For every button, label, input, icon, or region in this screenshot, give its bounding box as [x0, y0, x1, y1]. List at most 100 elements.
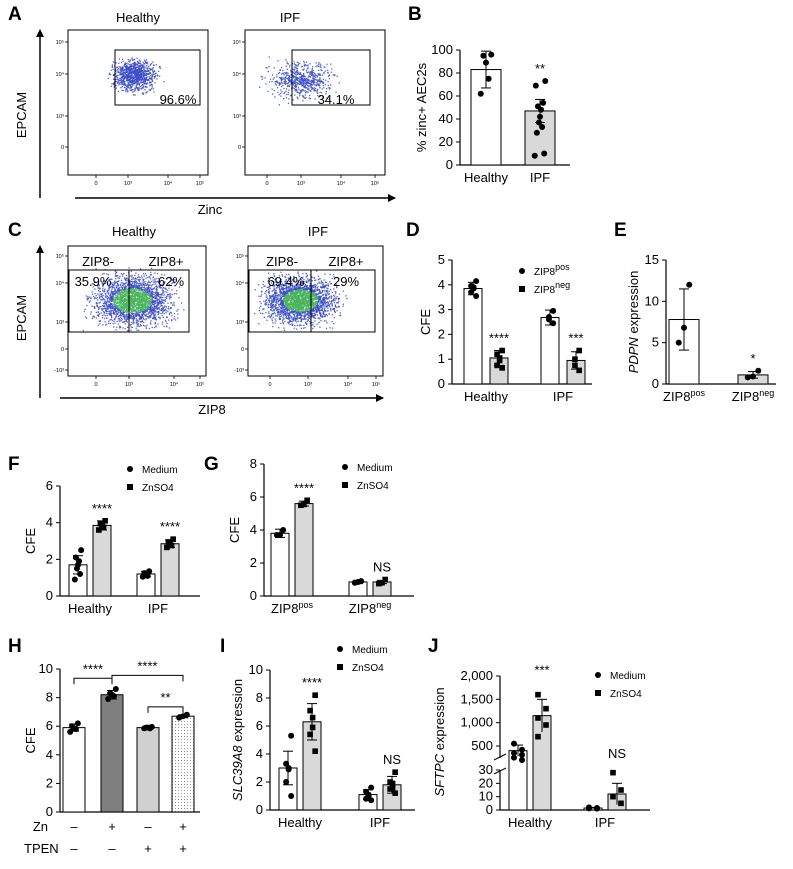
flow-event — [165, 306, 168, 308]
flow-event — [282, 84, 284, 87]
flow-event — [277, 91, 279, 94]
flow-event — [304, 287, 306, 290]
flow-event — [138, 65, 140, 67]
flow-event — [152, 307, 154, 309]
flow-event — [126, 306, 129, 308]
flow-event — [142, 291, 144, 294]
flow-event — [311, 280, 313, 282]
flow-event — [136, 69, 139, 71]
flow-event — [136, 72, 138, 74]
flow-event — [317, 80, 319, 82]
flow-event — [124, 279, 127, 281]
flow-a-ylabel: EPCAM — [14, 92, 29, 138]
flow-event — [284, 280, 287, 282]
flow-event — [99, 297, 101, 299]
flow-event — [304, 78, 306, 80]
flow-event — [123, 77, 125, 80]
flow-event — [320, 307, 323, 309]
flow-event — [90, 311, 92, 313]
flow-event — [149, 311, 151, 313]
flow-event — [129, 84, 131, 86]
flow-event — [124, 300, 126, 303]
flow-event — [143, 85, 145, 88]
flow-event — [315, 279, 317, 281]
flow-event — [103, 299, 105, 301]
flow-event — [157, 277, 159, 280]
flow-event — [132, 319, 135, 321]
flow-event — [311, 68, 313, 70]
flow-event — [132, 295, 134, 298]
flow-event — [313, 90, 315, 92]
flow-event — [105, 302, 107, 304]
flow-event — [139, 303, 142, 305]
flow-event — [283, 87, 285, 90]
flow-event — [122, 306, 124, 308]
flow-event — [111, 278, 113, 281]
flow-event — [119, 293, 121, 295]
flow-event — [126, 306, 128, 308]
flow-event — [298, 78, 301, 80]
flow-event — [130, 292, 133, 294]
flow-event — [144, 61, 147, 63]
flow-event — [147, 308, 149, 311]
flow-event — [287, 82, 289, 85]
flow-event — [173, 305, 175, 307]
flow-event — [139, 69, 141, 72]
flow-event — [306, 286, 309, 289]
flow-event — [144, 296, 146, 298]
flow-event — [134, 274, 136, 276]
flow-event — [119, 303, 121, 305]
flow-event — [112, 306, 114, 308]
flow-event — [127, 66, 129, 68]
flow-event — [82, 329, 84, 332]
flow-event — [97, 284, 99, 286]
flow-event — [273, 288, 275, 291]
flow-event — [134, 73, 136, 76]
flow-event — [300, 291, 303, 293]
flow-event — [155, 310, 157, 312]
flow-event — [315, 302, 318, 304]
flow-event — [285, 274, 288, 276]
flow-event — [129, 85, 132, 87]
flow-event — [98, 287, 100, 289]
gate-box — [114, 49, 201, 106]
flow-x-tick-label: 10⁵ — [196, 180, 204, 187]
flow-event — [120, 291, 123, 293]
flow-event — [136, 307, 138, 309]
flow-event — [311, 294, 313, 296]
flow-event — [140, 318, 143, 320]
flow-event — [133, 290, 135, 293]
flow-event — [117, 79, 120, 81]
flow-event — [121, 81, 124, 83]
flow-event — [99, 320, 101, 323]
flow-event — [286, 291, 288, 293]
flow-event — [123, 282, 125, 285]
flow-event — [130, 317, 132, 319]
flow-event — [138, 314, 140, 316]
flow-event — [317, 293, 319, 295]
flow-event — [124, 63, 126, 65]
flow-event — [304, 79, 307, 82]
flow-event — [129, 284, 132, 286]
flow-event — [153, 73, 155, 75]
flow-event — [312, 75, 314, 77]
flow-event — [118, 84, 120, 86]
flow-event — [141, 71, 144, 74]
flow-event — [122, 60, 124, 62]
flow-event — [328, 74, 330, 77]
flow-event — [131, 284, 133, 286]
flow-event — [151, 284, 154, 286]
flow-event — [174, 285, 176, 287]
flow-event — [113, 307, 115, 310]
flow-event — [140, 313, 143, 315]
flow-event — [136, 294, 138, 296]
flow-event — [302, 83, 304, 85]
flow-event — [135, 82, 137, 84]
flow-event — [142, 73, 145, 75]
flow-event — [287, 74, 289, 77]
flow-event — [292, 317, 294, 319]
flow-event — [121, 318, 123, 321]
flow-event — [126, 85, 129, 87]
flow-event — [102, 283, 104, 286]
flow-event — [125, 79, 128, 81]
